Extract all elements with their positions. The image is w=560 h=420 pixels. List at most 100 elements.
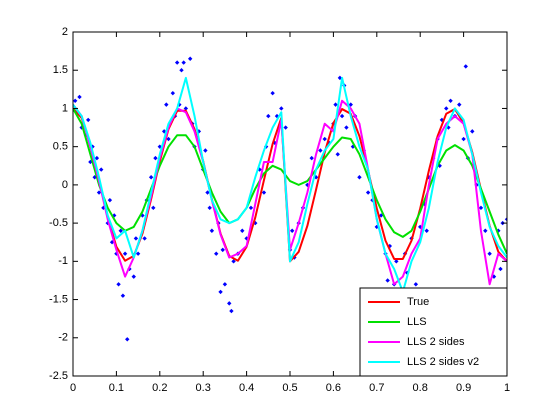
data-point (220, 247, 225, 253)
data-point (120, 293, 126, 298)
data-point (487, 251, 492, 256)
data-point (313, 175, 319, 180)
y-tick-label: 1 (62, 102, 68, 114)
data-point (439, 117, 445, 123)
data-point (125, 337, 130, 342)
data-point (183, 106, 189, 111)
data-point (170, 90, 176, 96)
data-point (457, 102, 462, 107)
data-point (142, 236, 147, 241)
y-tick-label: -1 (58, 255, 68, 267)
x-tick-label: 0.7 (369, 382, 384, 394)
legend-label: LLS 2 sides v2 (407, 356, 479, 368)
data-point (504, 217, 507, 222)
data-point (348, 102, 353, 107)
data-point (318, 148, 323, 153)
data-point (205, 190, 210, 195)
data-point (112, 213, 117, 218)
data-point (92, 175, 97, 180)
y-tick-label: 1.5 (53, 64, 68, 76)
x-tick-label: 0.4 (239, 382, 254, 394)
data-point (289, 228, 295, 233)
data-point (222, 282, 228, 287)
data-point (394, 259, 399, 264)
data-point (305, 182, 310, 188)
y-tick-label: -2 (58, 332, 68, 344)
x-tick-label: 0.8 (413, 382, 428, 394)
data-point (148, 175, 154, 180)
data-point (99, 167, 104, 172)
data-point (339, 113, 345, 119)
legend-label: LLS (407, 316, 427, 328)
data-point (335, 152, 340, 157)
data-point (94, 155, 100, 161)
data-point (483, 228, 488, 233)
data-point (413, 282, 419, 287)
data-point (240, 228, 245, 233)
data-point (270, 90, 275, 96)
data-point (463, 64, 468, 69)
data-point (231, 259, 236, 264)
data-point (135, 251, 141, 256)
data-point (448, 98, 453, 103)
data-point (207, 205, 212, 211)
x-tick-label: 0.1 (109, 382, 124, 394)
data-point (122, 251, 128, 256)
data-point (214, 251, 219, 256)
data-point (73, 98, 78, 103)
y-tick-label: -1.5 (49, 293, 68, 305)
data-point (85, 117, 91, 123)
data-point (266, 113, 271, 119)
data-point (357, 175, 362, 180)
data-point (279, 106, 284, 111)
data-point (105, 220, 110, 226)
series-line (73, 76, 507, 293)
data-point (283, 125, 288, 130)
data-point (496, 228, 501, 233)
y-tick-label: 2 (62, 26, 68, 38)
data-point (174, 60, 180, 65)
data-point (109, 240, 115, 245)
data-point (424, 228, 429, 233)
legend-label: LLS 2 sides (407, 336, 465, 348)
x-tick-label: 0.5 (282, 382, 297, 394)
data-point (151, 205, 156, 211)
x-tick-label: 0 (70, 382, 76, 394)
data-point (107, 197, 113, 203)
data-point (227, 301, 232, 306)
data-point (218, 289, 223, 295)
data-point (365, 190, 371, 195)
data-point (309, 155, 314, 161)
data-point (181, 60, 186, 65)
data-point (187, 56, 193, 61)
x-tick-label: 0.6 (326, 382, 341, 394)
data-point (385, 278, 390, 283)
data-point (96, 190, 102, 195)
data-point (179, 68, 184, 73)
x-tick-label: 1 (504, 382, 510, 394)
data-point (209, 228, 215, 233)
data-point (478, 205, 484, 211)
data-point (261, 190, 267, 195)
data-point (446, 125, 451, 130)
data-point (344, 125, 349, 130)
data-point (470, 129, 475, 134)
data-point (77, 94, 82, 100)
data-point (333, 102, 338, 107)
data-point (153, 155, 158, 161)
x-tick-label: 0.3 (196, 382, 211, 394)
x-tick-label: 0.9 (456, 382, 471, 394)
data-point (166, 136, 171, 142)
y-tick-label: -0.5 (49, 217, 68, 229)
x-tick-label: 0.2 (152, 382, 167, 394)
data-point (164, 102, 169, 107)
data-point (498, 266, 503, 272)
data-point (133, 236, 139, 241)
legend-label: True (407, 296, 429, 308)
data-point (118, 228, 123, 233)
data-point (444, 106, 449, 111)
data-point (116, 282, 121, 287)
data-point (322, 136, 327, 142)
data-point (248, 205, 254, 211)
